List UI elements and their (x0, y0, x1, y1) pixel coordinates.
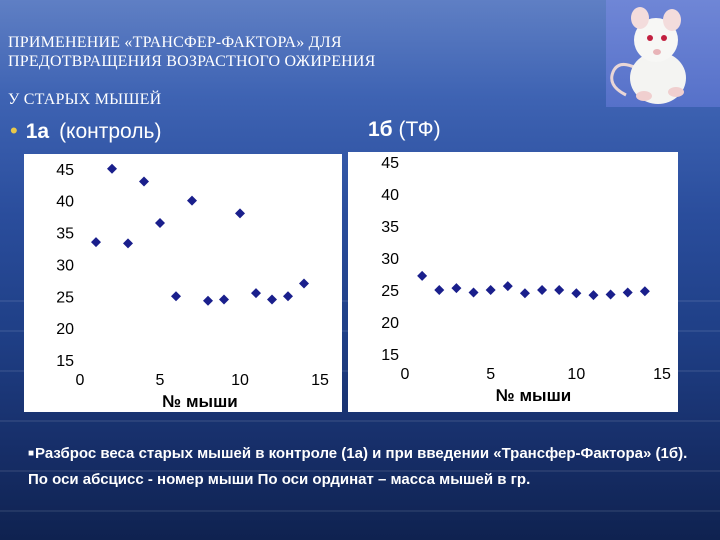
chart-1a-data-point (139, 176, 149, 187)
caption-bullet-icon: ■ (28, 448, 35, 460)
chart-1b-data-point (571, 288, 582, 299)
chart-1b-ytick-label: 40 (381, 187, 399, 204)
chart-1a-data-point (123, 238, 133, 249)
chart-1a-xtick-label: 5 (156, 372, 165, 389)
chart-1a-ytick-label: 25 (56, 289, 74, 306)
chart-1a-data-point (283, 291, 293, 302)
chart-1b-ytick-label: 15 (381, 347, 399, 364)
chart-1a-data-point (219, 294, 229, 305)
chart-1b-data-point (639, 286, 650, 297)
chart-1a-data-point (91, 237, 101, 248)
chart-1b-ytick-label: 45 (381, 155, 399, 172)
chart-1b: 15 20 25 30 35 40 45 0 5 10 15 № мыши (381, 155, 671, 405)
chart-1a-xtick-label: 15 (311, 372, 329, 389)
title-line-1: ПРИМЕНЕНИЕ «ТРАНСФЕР-ФАКТОРА» ДЛЯ (8, 34, 342, 51)
chart-1a-ytick-label: 20 (56, 321, 74, 338)
label-1b-note: (ТФ) (398, 118, 441, 141)
chart-1b-data-point (417, 270, 428, 281)
chart-1a-data-point (107, 163, 117, 174)
chart-1a-ytick-label: 15 (56, 353, 74, 370)
slide-title: ПРИМЕНЕНИЕ «ТРАНСФЕР-ФАКТОРА» ДЛЯ ПРЕДОТ… (8, 33, 598, 109)
chart-1b-x-axis-label: № мыши (496, 386, 571, 405)
label-1a-note: (контроль) (59, 120, 162, 143)
chart-1a-ytick-label: 35 (56, 226, 74, 243)
chart-1b-data-point (605, 289, 616, 300)
chart-1a: 15 20 25 30 35 40 45 0 5 10 15 № мыши (56, 162, 329, 411)
chart-1a-ytick-label: 30 (56, 257, 74, 274)
chart-1a-ytick-label: 45 (56, 162, 74, 179)
chart-1a-data-point (267, 294, 277, 305)
chart-1b-ytick-label: 20 (381, 315, 399, 332)
chart-1b-ytick-label: 25 (381, 283, 399, 300)
chart-1a-xtick-label: 0 (76, 372, 85, 389)
chart-1a-data-point (299, 278, 309, 289)
chart-1b-xtick-label: 10 (567, 366, 585, 383)
chart-1b-data-point (588, 290, 599, 301)
chart-1b-xtick-label: 15 (653, 366, 671, 383)
chart-1b-data-point (537, 285, 548, 295)
label-1a: 1а (25, 120, 50, 143)
chart-1a-data-point (251, 288, 261, 299)
chart-1b-data-point (485, 285, 496, 295)
chart-1a-data-point (187, 195, 197, 206)
white-mouse-photo (606, 0, 720, 107)
label-row-b: 1б (ТФ) (368, 118, 441, 142)
label-row-a: • 1а (контроль) (10, 118, 161, 144)
chart-1b-data-point (451, 283, 462, 294)
chart-1b-data-point (468, 287, 479, 298)
caption: ■Разброс веса старых мышей в контроле (1… (28, 441, 688, 493)
chart-1b-ytick-label: 35 (381, 219, 399, 236)
chart-1b-xtick-label: 5 (486, 366, 495, 383)
chart-1b-ytick-label: 30 (381, 251, 399, 268)
chart-1a-ytick-label: 40 (56, 194, 74, 211)
chart-1b-data-point (519, 288, 530, 299)
chart-1a-xtick-label: 10 (231, 372, 249, 389)
bullet-icon: • (10, 118, 18, 143)
chart-1b-panel: 15 20 25 30 35 40 45 0 5 10 15 № мыши (348, 152, 678, 412)
chart-1a-data-point (235, 208, 245, 219)
chart-1b-data-point (434, 285, 445, 295)
chart-1b-data-point (622, 287, 633, 298)
chart-1a-data-point (171, 291, 181, 302)
chart-1a-data-point (155, 217, 165, 228)
chart-1b-data-point (554, 285, 565, 295)
chart-1b-data-point (502, 281, 513, 292)
chart-1b-xtick-label: 0 (401, 366, 410, 383)
chart-1a-panel: 15 20 25 30 35 40 45 0 5 10 15 № мыши (24, 154, 342, 412)
chart-1a-x-axis-label: № мыши (162, 392, 237, 411)
label-1b: 1б (368, 118, 393, 141)
caption-text: Разброс веса старых мышей в контроле (1а… (28, 445, 688, 489)
chart-1a-data-point (203, 295, 213, 306)
title-line-2: ПРЕДОТВРАЩЕНИЯ ВОЗРАСТНОГО ОЖИРЕНИЯ (8, 53, 376, 70)
title-line-3: У СТАРЫХ МЫШЕЙ (8, 91, 162, 108)
